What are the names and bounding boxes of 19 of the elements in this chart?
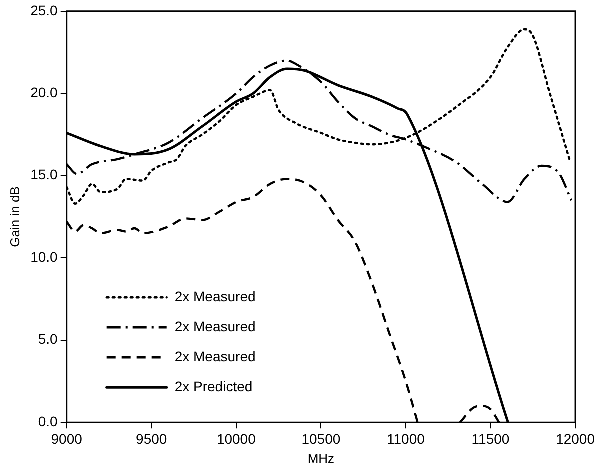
x-tick-label: 11000 [387,430,426,447]
y-tick-label: 5.0 [38,331,58,348]
x-tick-label: 12000 [556,430,596,447]
y-tick-label: 15.0 [30,166,58,183]
x-tick-label: 10000 [216,430,256,447]
y-tick-label: 20.0 [30,84,58,100]
x-tick-label: 9500 [136,430,168,447]
x-axis-title: MHz [308,450,335,466]
y-axis-title: Gain in dB [7,186,22,248]
legend-label: 2x Measured [174,288,256,304]
y-tick-label: 10.0 [30,248,58,265]
legend-label: 2x Measured [174,318,256,334]
x-tick-label: 11500 [472,430,510,447]
legend-label: 2x Measured [174,348,256,364]
y-tick-label: 25.0 [30,2,58,18]
x-tick-label: 10500 [302,430,341,447]
legend-label: 2x Predicted [174,378,253,394]
x-tick-label: 9000 [51,430,83,447]
y-tick-label: 0.0 [38,413,58,430]
